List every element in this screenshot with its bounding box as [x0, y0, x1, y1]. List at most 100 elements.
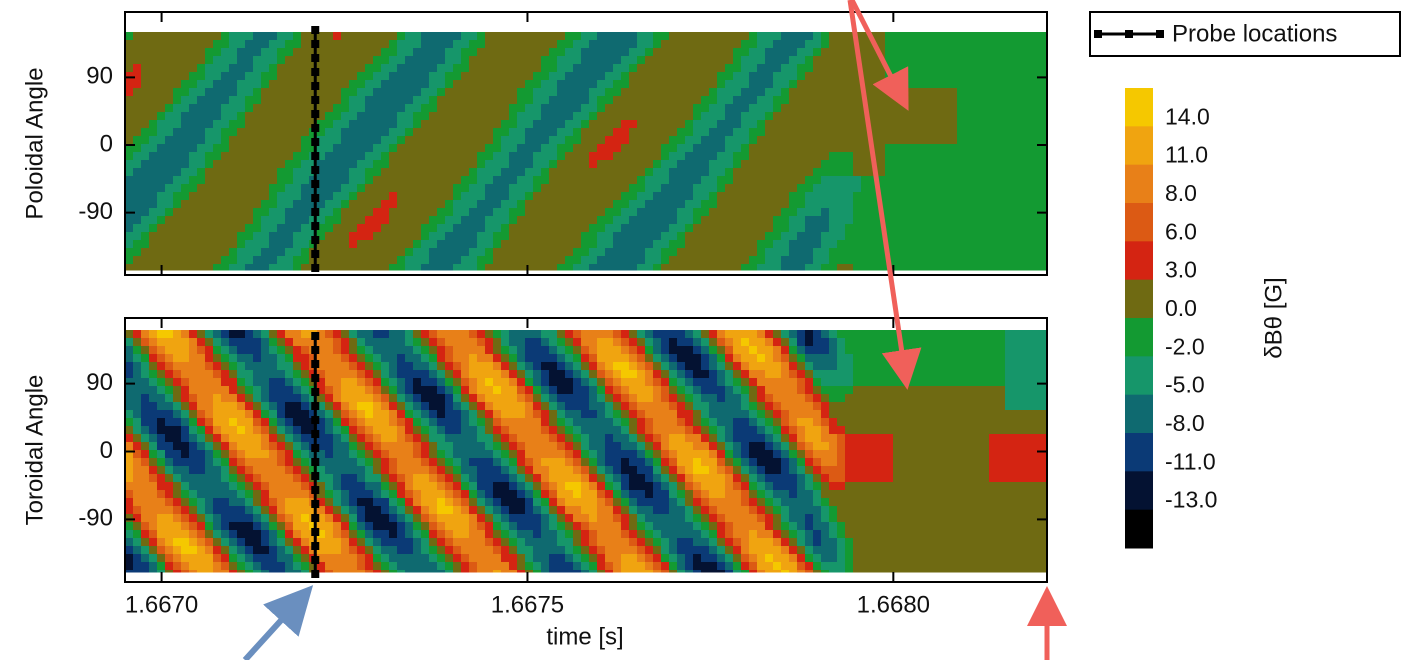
contour-cell	[213, 362, 222, 371]
contour-cell	[725, 128, 734, 137]
contour-cell	[509, 378, 518, 387]
contour-cell	[605, 120, 614, 129]
contour-cell	[597, 410, 606, 419]
contour-cell	[701, 64, 710, 73]
contour-cell	[229, 104, 238, 113]
contour-cell	[1029, 370, 1038, 379]
contour-cell	[917, 264, 926, 271]
contour-cell	[333, 354, 342, 363]
contour-cell	[1013, 64, 1022, 73]
contour-cell	[445, 104, 454, 113]
contour-cell	[685, 112, 694, 121]
contour-cell	[885, 176, 894, 185]
contour-cell	[645, 410, 654, 419]
contour-cell	[365, 208, 374, 217]
contour-cell	[949, 216, 958, 225]
contour-cell	[741, 176, 750, 185]
contour-cell	[829, 354, 838, 363]
contour-cell	[421, 128, 430, 137]
contour-cell	[909, 168, 918, 177]
contour-cell	[917, 120, 926, 129]
contour-cell	[349, 248, 358, 257]
contour-cell	[797, 338, 806, 347]
contour-cell	[501, 80, 510, 89]
contour-cell	[253, 112, 262, 121]
contour-cell	[949, 160, 958, 169]
contour-cell	[933, 104, 942, 113]
contour-cell	[725, 370, 734, 379]
contour-cell	[909, 128, 918, 137]
contour-cell	[213, 168, 222, 177]
contour-cell	[629, 56, 638, 65]
contour-cell	[909, 144, 918, 153]
contour-cell	[381, 168, 390, 177]
contour-cell	[661, 88, 670, 97]
contour-cell	[877, 144, 886, 153]
contour-cell	[869, 240, 878, 249]
contour-cell	[541, 370, 550, 379]
contour-cell	[829, 144, 838, 153]
contour-cell	[805, 224, 814, 233]
contour-cell	[261, 346, 270, 355]
contour-cell	[1037, 354, 1046, 363]
contour-cell	[669, 426, 678, 435]
contour-cell	[237, 330, 246, 339]
contour-cell	[245, 378, 254, 387]
contour-cell	[845, 144, 854, 153]
contour-cell	[573, 200, 582, 209]
contour-cell	[917, 184, 926, 193]
contour-cell	[125, 104, 134, 113]
contour-cell	[597, 370, 606, 379]
contour-cell	[669, 192, 678, 201]
contour-cell	[829, 32, 838, 41]
contour-cell	[469, 56, 478, 65]
contour-cell	[581, 208, 590, 217]
contour-cell	[949, 64, 958, 73]
contour-cell	[637, 418, 646, 427]
contour-cell	[349, 104, 358, 113]
contour-cell	[805, 386, 814, 395]
contour-cell	[1021, 96, 1030, 105]
contour-cell	[629, 120, 638, 129]
contour-cell	[605, 144, 614, 153]
contour-cell	[1013, 112, 1022, 121]
contour-cell	[389, 88, 398, 97]
contour-cell	[917, 370, 926, 379]
contour-cell	[869, 370, 878, 379]
contour-cell	[933, 32, 942, 41]
contour-cell	[1029, 128, 1038, 137]
contour-cell	[781, 56, 790, 65]
contour-cell	[133, 160, 142, 169]
contour-cell	[341, 346, 350, 355]
contour-cell	[645, 88, 654, 97]
contour-cell	[373, 72, 382, 81]
contour-cell	[885, 362, 894, 371]
contour-cell	[653, 40, 662, 49]
contour-cell	[461, 96, 470, 105]
contour-cell	[229, 176, 238, 185]
contour-cell	[701, 370, 710, 379]
contour-cell	[477, 370, 486, 379]
contour-cell	[213, 56, 222, 65]
contour-cell	[997, 240, 1006, 249]
contour-cell	[765, 402, 774, 411]
contour-cell	[845, 216, 854, 225]
contour-cell	[557, 256, 566, 265]
contour-cell	[789, 192, 798, 201]
contour-cell	[293, 256, 302, 265]
contour-cell	[165, 330, 174, 339]
contour-cell	[629, 410, 638, 419]
contour-cell	[341, 256, 350, 265]
contour-cell	[685, 104, 694, 113]
contour-cell	[981, 256, 990, 265]
contour-cell	[805, 88, 814, 97]
contour-cell	[653, 104, 662, 113]
contour-cell	[261, 168, 270, 177]
contour-cell	[725, 112, 734, 121]
contour-cell	[141, 152, 150, 161]
contour-cell	[701, 338, 710, 347]
contour-cell	[237, 88, 246, 97]
contour-cell	[157, 330, 166, 339]
contour-cell	[461, 418, 470, 427]
contour-cell	[749, 88, 758, 97]
